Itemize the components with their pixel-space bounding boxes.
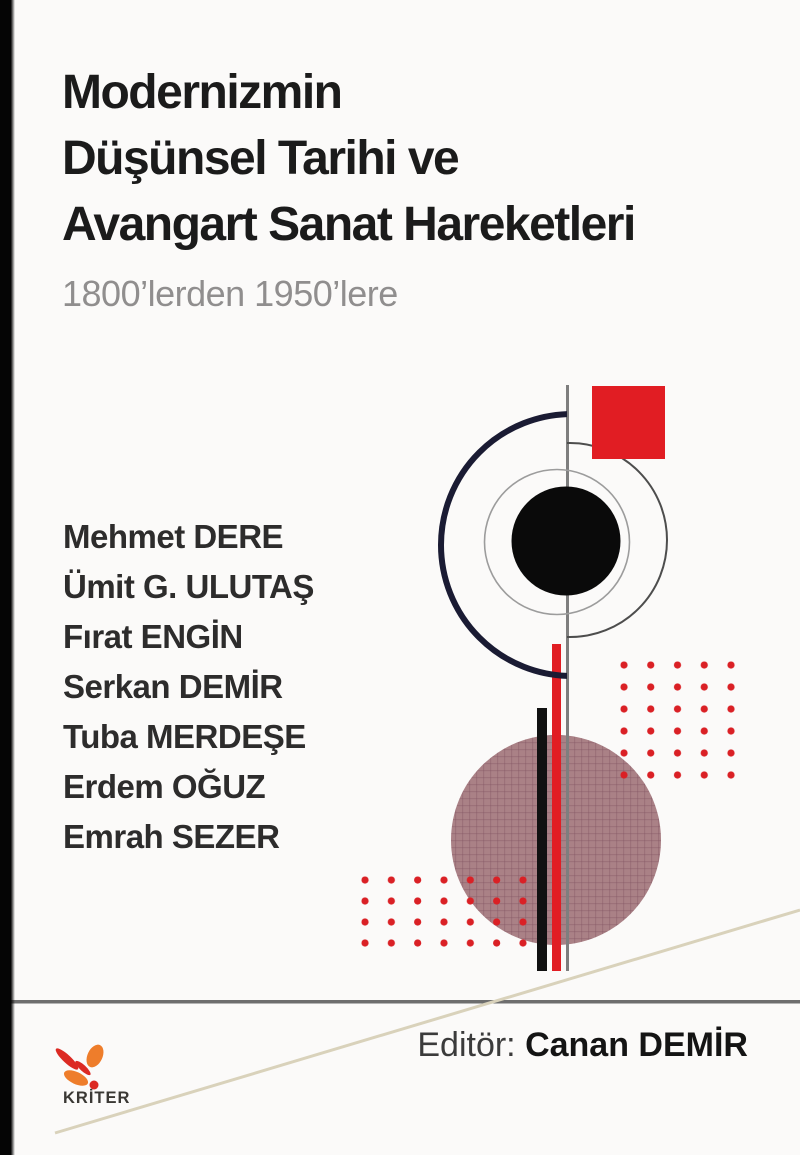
spine-strip [0, 0, 15, 1155]
editor-line: Editör: Canan DEMİR [417, 1023, 748, 1067]
editor-label: Editör: [417, 1026, 516, 1064]
page-title: Modernizmin Düşünsel Tarihi ve Avangart … [62, 60, 762, 258]
authors-list: Mehmet DERE Ümit G. ULUTAŞ Fırat ENGİN S… [63, 512, 314, 862]
author-item: Fırat ENGİN [63, 618, 243, 655]
author-item: Serkan DEMİR [63, 668, 283, 705]
author-item: Ümit G. ULUTAŞ [63, 568, 314, 605]
publisher-logo: KRİTER [50, 1040, 160, 1112]
thin-dark-circle-icon [567, 442, 668, 638]
diagonal-beige-line [54, 908, 800, 1135]
mauve-circle-icon [451, 735, 661, 945]
author-item: Mehmet DERE [63, 518, 284, 555]
publisher-wordmark: KRİTER [63, 1089, 131, 1107]
thin-light-circle-icon [483, 468, 631, 616]
editor-name: Canan DEMİR [525, 1026, 748, 1064]
author-item: Emrah SEZER [63, 818, 280, 855]
title-line-3: Avangart Sanat Hareketleri [62, 198, 636, 251]
author-item: Erdem OĞUZ [63, 768, 266, 805]
black-circle-icon [511, 486, 621, 596]
black-bar-icon [537, 708, 547, 971]
horizontal-rule [11, 1000, 800, 1004]
publisher-bird-icon [55, 1044, 104, 1090]
dot-grid-left-icon [361, 876, 528, 948]
title-line-2: Düşünsel Tarihi ve [62, 132, 460, 185]
red-square-icon [592, 386, 665, 459]
mauve-circle-texture [451, 735, 661, 945]
subtitle: 1800’lerden 1950’lere [62, 273, 398, 314]
title-line-1: Modernizmin [62, 66, 343, 119]
gray-axis-line [566, 385, 569, 971]
navy-arc-icon [438, 411, 567, 679]
author-item: Tuba MERDEŞE [63, 718, 306, 755]
dot-grid-right-icon [620, 661, 736, 780]
red-bar-icon [552, 644, 561, 971]
